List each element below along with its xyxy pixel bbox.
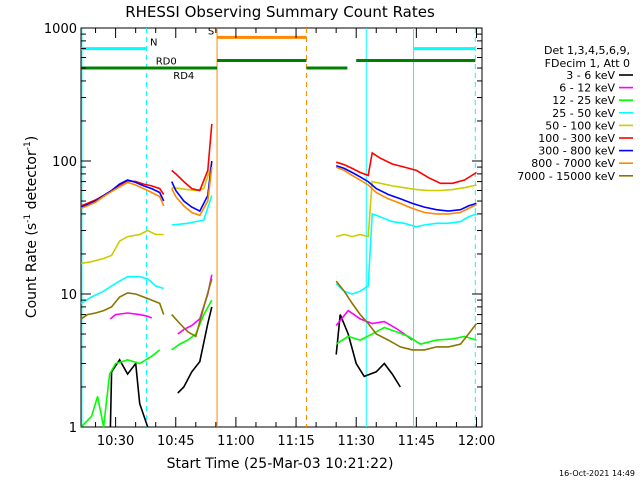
legend-header-line-2: FDecim 1, Att 0 (545, 57, 630, 70)
series-6-segment-2 (335, 165, 477, 212)
series-0-segment-1 (177, 306, 213, 394)
plot-area: N S RD0 RD4 1 10 100 1000 10:30 10:45 11:00 11:15… (44, 22, 495, 449)
y-axis-ticks: 1 10 100 1000 (44, 22, 482, 436)
series-7-segment-1 (170, 167, 213, 217)
legend-label-7: 800 - 7000 keV (531, 157, 615, 170)
x-tick-label-3: 11:15 (277, 434, 314, 449)
series-2-segment-1 (171, 299, 213, 351)
x-tick-label-6: 12:00 (458, 434, 495, 449)
x-tick-label-2: 11:00 (217, 434, 254, 449)
series-2-segment-2 (335, 326, 477, 345)
x-axis-ticks: 10:30 10:45 11:00 11:15 11:30 11:45 12:00 (95, 28, 495, 449)
series-3 (80, 195, 477, 305)
x-tick-label-0: 10:30 (97, 434, 134, 449)
series-3-segment-2 (335, 212, 477, 295)
y-axis-label: Count Rate (s-1 detector-1) (23, 136, 40, 318)
y-tick-label-2: 100 (52, 155, 77, 170)
legend-label-3: 25 - 50 keV (552, 107, 615, 120)
status-bar-label-5: RD4 (173, 71, 194, 82)
legend-label-0: 3 - 6 keV (566, 69, 615, 82)
legend-label-5: 100 - 300 keV (538, 132, 615, 145)
series-3-segment-0 (80, 275, 164, 305)
series-8-segment-2 (335, 280, 478, 351)
series-6 (80, 160, 477, 213)
chart-title: RHESSI Observing Summary Count Rates (125, 3, 435, 21)
series-7-segment-0 (80, 181, 165, 210)
legend-label-4: 50 - 100 keV (545, 119, 615, 132)
vertical-markers (81, 28, 476, 427)
y-tick-label-0: 1 (69, 421, 77, 436)
y-axis-label-sup2: -1 (23, 141, 33, 150)
y-tick-label-3: 1000 (44, 22, 77, 37)
series-2-segment-0 (80, 349, 161, 428)
footer-timestamp: 16-Oct-2021 14:49 (559, 469, 635, 478)
series-8-segment-1 (171, 278, 213, 338)
series-8 (80, 278, 478, 351)
legend: Det 1,3,4,5,6,9, FDecim 1, Att 0 3 - 6 k… (517, 44, 633, 183)
y-tick-label-1: 10 (60, 288, 77, 303)
legend-label-1: 6 - 12 keV (559, 82, 615, 95)
y-axis-label-mid: detector (24, 150, 40, 214)
y-axis-label-main: Count Rate (s (24, 223, 40, 318)
series-4-segment-1 (171, 163, 213, 192)
x-tick-label-1: 10:45 (157, 434, 194, 449)
series-7 (80, 166, 477, 217)
series-2 (80, 299, 477, 428)
series-0-segment-2 (335, 314, 401, 388)
y-axis-label-sup1: -1 (23, 214, 33, 223)
x-tick-label-4: 11:30 (337, 434, 374, 449)
status-bars: N S RD0 RD4 (81, 26, 476, 82)
status-bar-label-3: RD0 (156, 56, 177, 67)
series-6-segment-0 (80, 179, 165, 208)
legend-label-2: 12 - 25 keV (552, 94, 615, 107)
plot-frame (80, 27, 483, 428)
series-3-segment-1 (171, 195, 213, 226)
series-lines (80, 123, 478, 428)
status-bar-label-2: S (208, 26, 214, 37)
series-5 (80, 123, 477, 207)
legend-header-line-1: Det 1,3,4,5,6,9, (544, 44, 630, 57)
legend-label-6: 300 - 800 keV (538, 145, 615, 158)
series-4-segment-2 (335, 180, 477, 238)
series-0 (109, 306, 401, 428)
series-4 (80, 163, 477, 265)
series-1 (109, 274, 413, 341)
series-7-segment-2 (335, 166, 477, 215)
series-5-segment-2 (335, 151, 477, 185)
status-bar-label-0: N (150, 38, 157, 49)
y-axis-label-end: ) (24, 136, 40, 141)
x-axis-label: Start Time (25-Mar-03 10:21:22) (167, 456, 394, 472)
series-1-segment-2 (335, 309, 413, 341)
x-tick-label-5: 11:45 (398, 434, 435, 449)
series-4-segment-0 (80, 229, 164, 265)
series-5-segment-1 (171, 123, 213, 192)
series-8-segment-0 (80, 292, 165, 320)
series-0-segment-0 (109, 358, 149, 428)
legend-label-8: 7000 - 15000 keV (517, 170, 615, 183)
series-1-segment-0 (109, 312, 153, 320)
